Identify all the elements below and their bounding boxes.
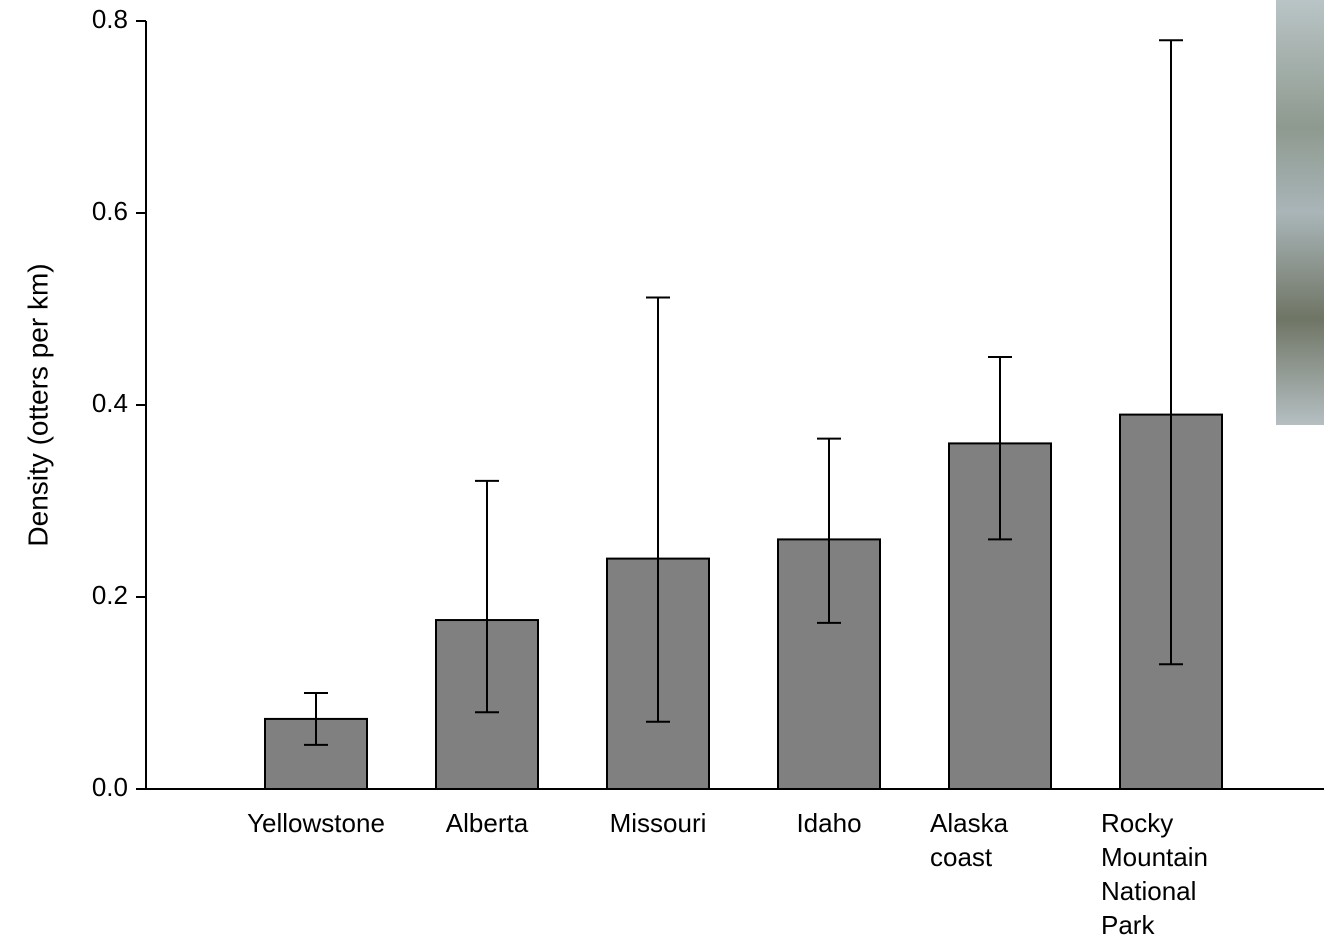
y-tick-label: 0.4 <box>92 388 128 418</box>
y-tick-label: 0.0 <box>92 772 128 802</box>
x-tick-label: Alberta <box>446 806 528 840</box>
page: Density (otters per km) 0.00.20.40.60.8 … <box>0 0 1324 949</box>
x-tick-label: Yellowstone <box>247 806 385 840</box>
y-tick-label: 0.2 <box>92 580 128 610</box>
photo <box>1276 0 1324 425</box>
y-axis-label: Density (otters per km) <box>22 263 53 546</box>
x-tick-label: Missouri <box>610 806 707 840</box>
x-tick-label: Rocky Mountain National Park <box>1101 806 1241 942</box>
x-tick-label: Alaska coast <box>930 806 1070 874</box>
x-tick-label: Idaho <box>796 806 861 840</box>
y-tick-label: 0.6 <box>92 196 128 226</box>
y-tick-label: 0.8 <box>92 4 128 34</box>
